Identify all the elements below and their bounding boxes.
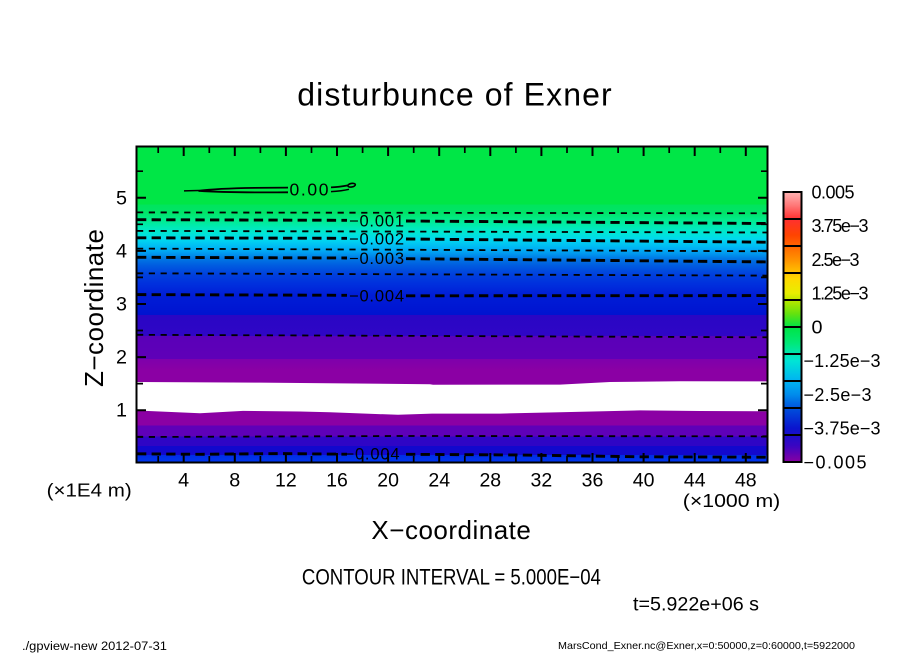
svg-text:4: 4 bbox=[116, 240, 127, 262]
svg-text:Z−coordinate: Z−coordinate bbox=[79, 229, 109, 387]
svg-text:−0.004: −0.004 bbox=[345, 446, 400, 464]
svg-text:−0.002: −0.002 bbox=[349, 231, 404, 249]
svg-text:36: 36 bbox=[582, 469, 604, 491]
svg-text:./gpview-new 2012-07-31: ./gpview-new 2012-07-31 bbox=[22, 641, 167, 653]
svg-text:−0.003: −0.003 bbox=[349, 250, 404, 268]
svg-text:disturbunce of Exner: disturbunce of Exner bbox=[297, 77, 613, 113]
svg-text:−2.5e−3: −2.5e−3 bbox=[804, 385, 872, 405]
svg-text:−0.005: −0.005 bbox=[804, 452, 867, 472]
svg-text:44: 44 bbox=[684, 469, 706, 491]
svg-text:16: 16 bbox=[326, 469, 348, 491]
svg-text:5: 5 bbox=[116, 187, 127, 209]
svg-text:MarsCond_Exner.nc@Exner,x=0:50: MarsCond_Exner.nc@Exner,x=0:50000,z=0:60… bbox=[558, 640, 855, 652]
svg-text:8: 8 bbox=[229, 469, 240, 491]
svg-text:1.25e−3: 1.25e−3 bbox=[812, 284, 869, 304]
svg-text:X−coordinate: X−coordinate bbox=[371, 515, 531, 545]
svg-text:3.75e−3: 3.75e−3 bbox=[812, 216, 869, 236]
svg-text:40: 40 bbox=[633, 469, 655, 491]
svg-text:−0.001: −0.001 bbox=[349, 213, 404, 231]
svg-text:3: 3 bbox=[116, 294, 127, 316]
svg-text:24: 24 bbox=[428, 469, 450, 491]
svg-text:−1.25e−3: −1.25e−3 bbox=[804, 351, 881, 371]
svg-text:1: 1 bbox=[116, 400, 127, 422]
svg-text:28: 28 bbox=[479, 469, 501, 491]
svg-text:2.5e−3: 2.5e−3 bbox=[812, 250, 860, 270]
svg-text:(×1E4 m): (×1E4 m) bbox=[47, 480, 132, 501]
svg-text:−3.75e−3: −3.75e−3 bbox=[804, 419, 881, 439]
svg-text:2: 2 bbox=[116, 347, 127, 369]
svg-text:4: 4 bbox=[178, 469, 189, 491]
svg-text:32: 32 bbox=[531, 469, 553, 491]
svg-text:−0.004: −0.004 bbox=[349, 288, 404, 306]
svg-text:0: 0 bbox=[812, 317, 823, 337]
svg-text:0.00: 0.00 bbox=[290, 179, 329, 199]
svg-text:12: 12 bbox=[275, 469, 297, 491]
svg-text:t=5.922e+06 s: t=5.922e+06 s bbox=[633, 594, 759, 616]
svg-text:(×1000 m): (×1000 m) bbox=[683, 490, 781, 511]
svg-text:20: 20 bbox=[377, 469, 399, 491]
svg-text:48: 48 bbox=[735, 469, 757, 491]
svg-text:CONTOUR INTERVAL = 5.000E−04: CONTOUR INTERVAL = 5.000E−04 bbox=[302, 565, 601, 590]
svg-text:0.005: 0.005 bbox=[812, 182, 855, 202]
